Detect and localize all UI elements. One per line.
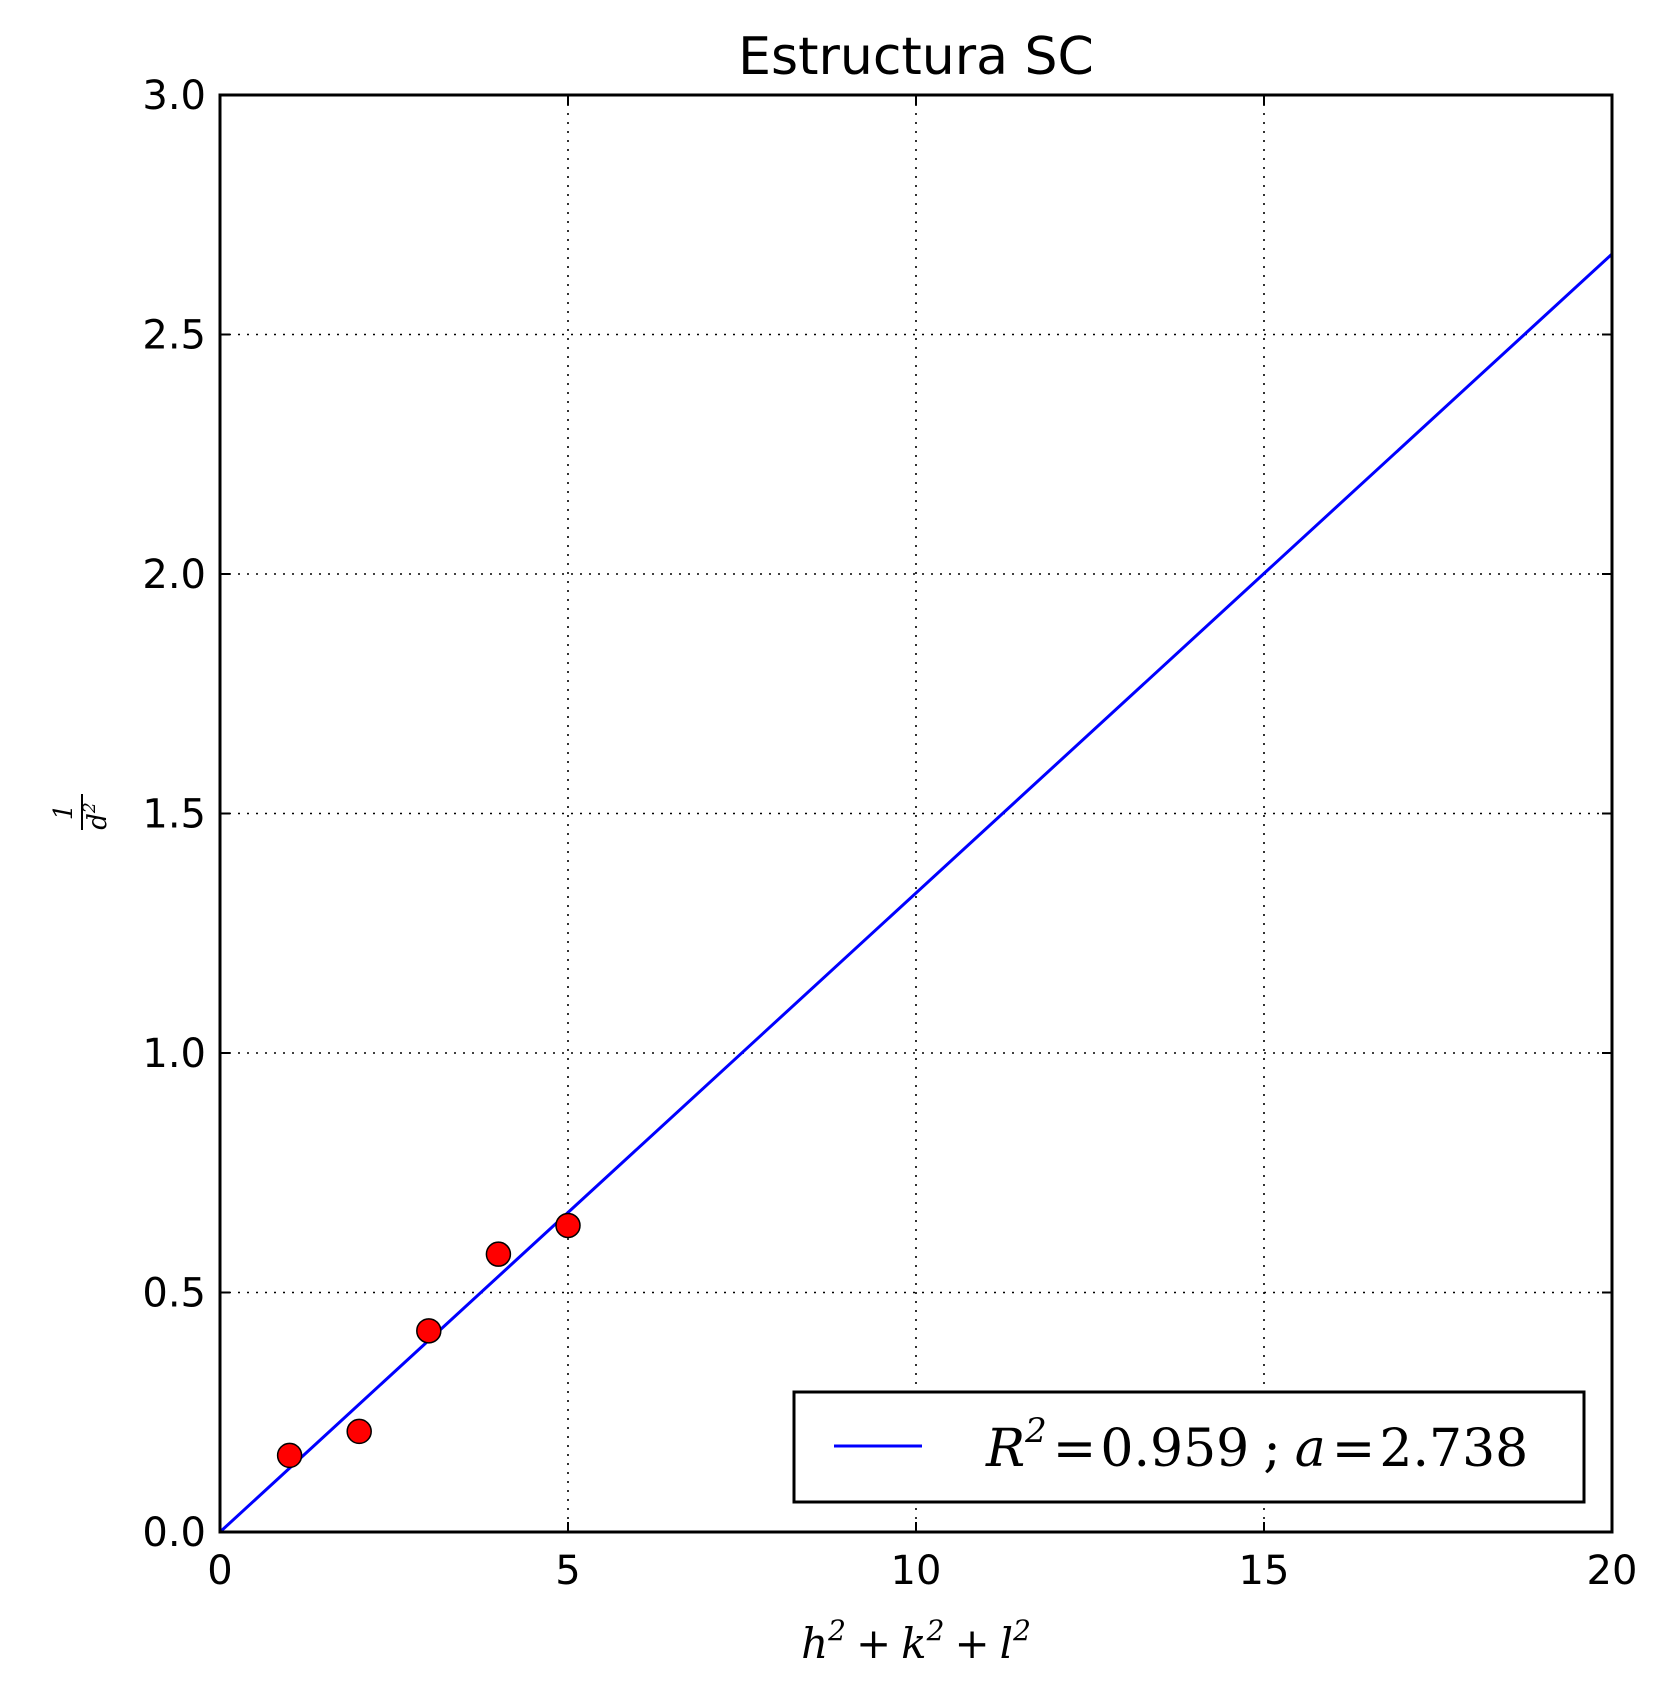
y-tick-label: 2.0	[142, 552, 206, 598]
y-tick-label: 2.5	[142, 313, 206, 359]
legend: R2 =0.959; a =2.738	[792, 1390, 1586, 1504]
y-tick-label: 3.0	[142, 73, 206, 119]
y-tick-label: 1.0	[142, 1031, 206, 1077]
x-tick-label: 5	[555, 1548, 580, 1594]
x-tick-label: 20	[1587, 1548, 1638, 1594]
data-point	[555, 1212, 581, 1239]
data-points	[276, 1212, 581, 1469]
data-point	[276, 1442, 303, 1469]
data-point	[416, 1318, 442, 1344]
y-tick-label: 1.5	[142, 792, 206, 838]
grid	[220, 95, 1612, 1532]
chart-title: Estructura SC	[738, 27, 1094, 87]
x-tick-label: 15	[1239, 1548, 1290, 1594]
legend-box	[792, 1390, 1586, 1504]
fit-line-layer	[218, 252, 1614, 1534]
y-ticks: 0.0 0.5 1.0 1.5 2.0 2.5 3.0	[142, 73, 1612, 1556]
x-tick-label: 0	[207, 1548, 232, 1594]
x-axis-label: h2 + k2 + l2	[801, 1614, 1031, 1668]
x-ticks: 0 5 10 15 20	[207, 95, 1637, 1594]
data-point	[485, 1241, 512, 1267]
y-label-numerator: 1	[49, 804, 79, 821]
y-tick-label: 0.5	[142, 1271, 206, 1317]
y-tick-label: 0.0	[142, 1510, 206, 1556]
y-axis-label: 1 d2	[49, 794, 113, 830]
x-tick-label: 10	[891, 1548, 942, 1594]
legend-label: R2 =0.959; a =2.738	[985, 1411, 1528, 1479]
y-label-denominator: d2	[80, 802, 113, 829]
fit-line	[218, 252, 1614, 1534]
data-point	[346, 1418, 372, 1445]
